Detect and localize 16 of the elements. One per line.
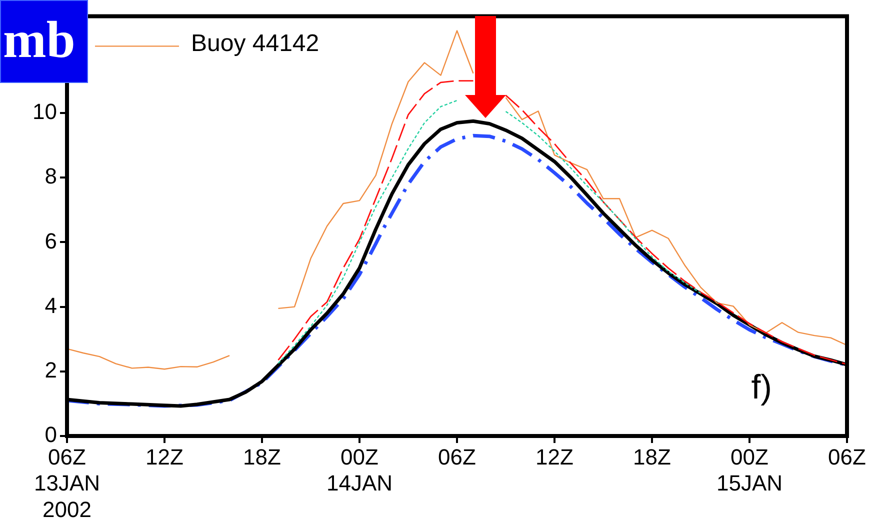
- x-tick-label: 00Z 15JAN: [716, 444, 783, 496]
- x-tick-label: 18Z: [243, 444, 281, 470]
- y-tick-label: 4: [44, 292, 57, 318]
- annotation: f): [751, 368, 772, 406]
- x-tick-label: 12Z: [536, 444, 574, 470]
- legend-label: Buoy 44142: [191, 30, 320, 57]
- x-tick-label: 06Z: [828, 444, 866, 470]
- y-tick-label: 10: [32, 99, 57, 124]
- x-tick-label: 12Z: [146, 444, 184, 470]
- y-tick-label: 2: [44, 357, 57, 382]
- x-tick-label: 00Z 14JAN: [326, 444, 393, 496]
- x-tick-label: 06Z: [438, 444, 476, 470]
- x-tick-label: 18Z: [633, 444, 671, 470]
- y-tick-label: 8: [44, 164, 57, 189]
- y-axis-title: mb: [0, 0, 88, 83]
- y-tick-label: 6: [44, 228, 57, 254]
